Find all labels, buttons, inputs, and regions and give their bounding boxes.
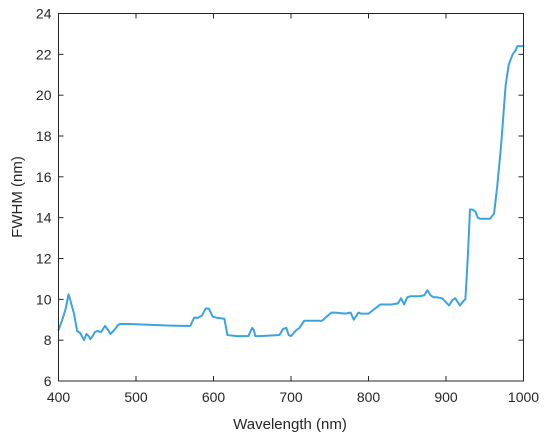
y-tick-label: 12 (36, 251, 52, 267)
x-tick-label: 1000 (508, 389, 539, 405)
x-axis-label: Wavelength (nm) (233, 416, 347, 433)
y-tick-label: 24 (36, 6, 52, 22)
x-tick-label: 800 (357, 389, 381, 405)
y-tick-label: 6 (44, 373, 52, 389)
y-axis-label: FWHM (nm) (9, 156, 26, 238)
y-tick-label: 20 (36, 87, 52, 103)
x-tick-label: 900 (434, 389, 458, 405)
y-tick-label: 16 (36, 169, 52, 185)
plot-area-background (58, 13, 523, 381)
y-tick-label: 10 (36, 291, 52, 307)
y-tick-labels: 6 8 10 12 14 16 18 20 22 24 (36, 6, 52, 390)
x-tick-label: 500 (124, 389, 148, 405)
y-tick-label: 18 (36, 128, 52, 144)
series-line (57, 45, 525, 342)
x-tick-labels: 400 500 600 700 800 900 1000 (47, 389, 539, 405)
y-tick-label: 8 (44, 332, 52, 348)
x-tick-label: 400 (47, 389, 71, 405)
plot-frame (58, 13, 524, 382)
x-tick-label: 700 (279, 389, 303, 405)
y-tick-label: 22 (36, 46, 52, 62)
x-tick-label: 600 (202, 389, 226, 405)
y-tick-label: 14 (36, 210, 52, 226)
series-layer (57, 45, 525, 342)
